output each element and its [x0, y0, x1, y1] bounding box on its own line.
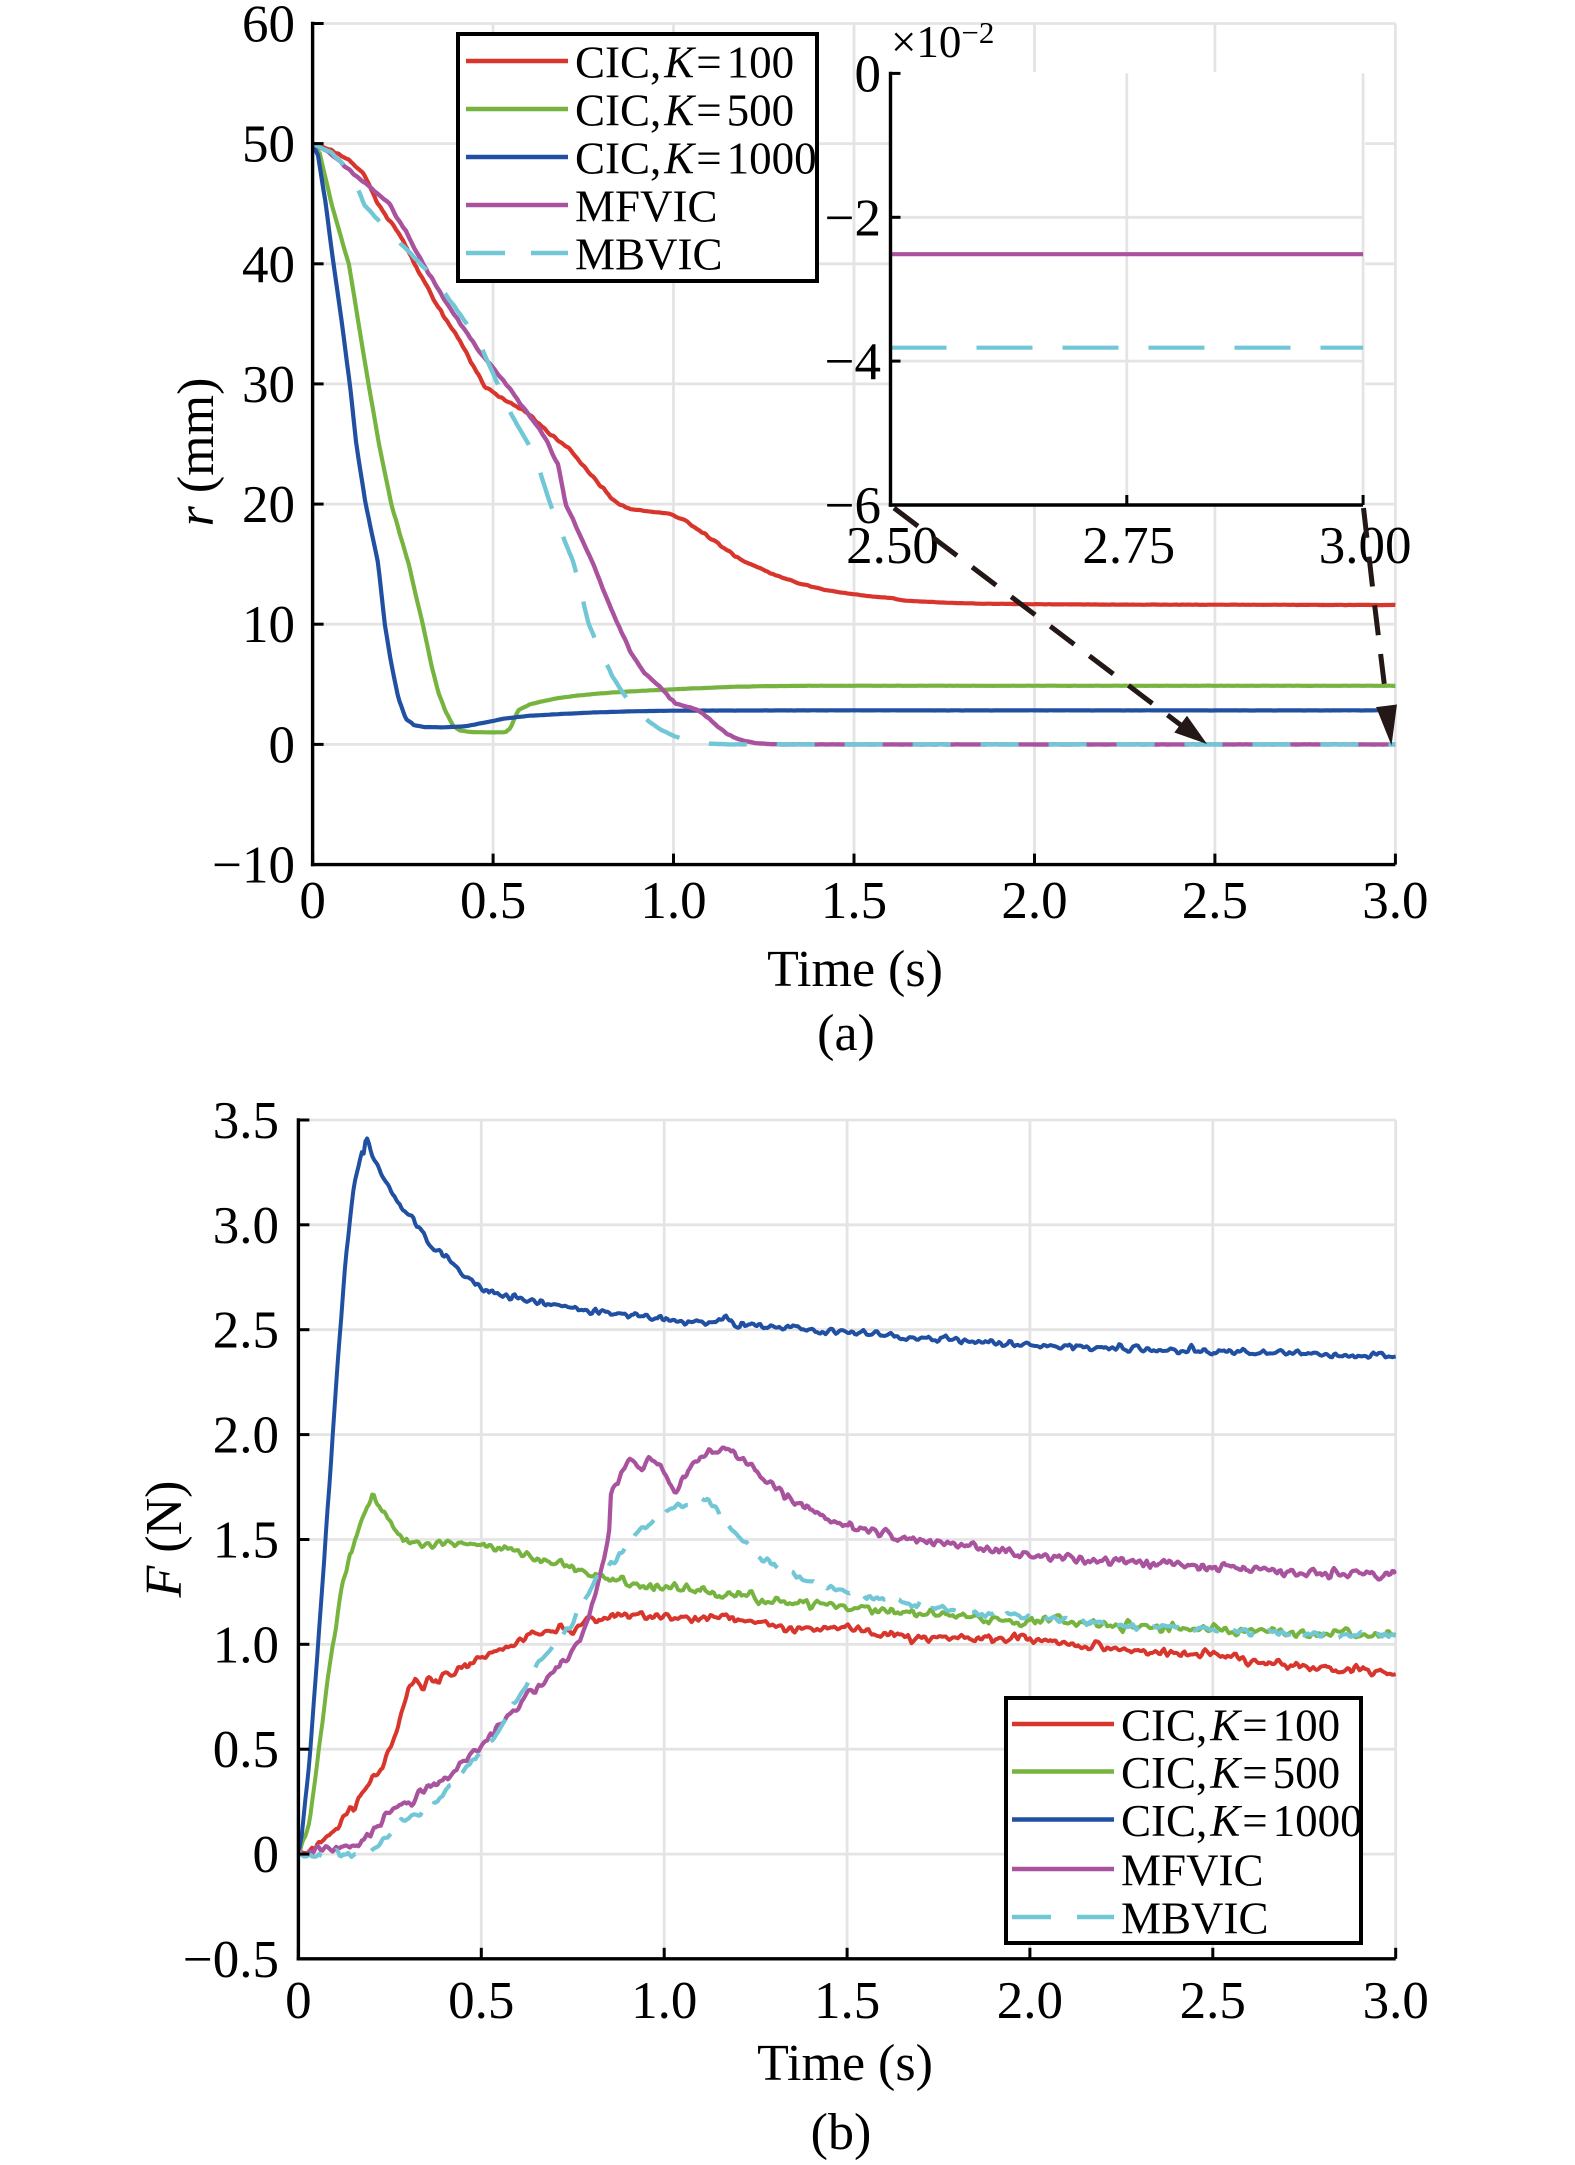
- svg-text:1.5: 1.5: [814, 1972, 880, 2030]
- svg-text:2.5: 2.5: [1182, 872, 1248, 930]
- svg-text:Time (s): Time (s): [757, 2035, 933, 2092]
- svg-text:CIC,K=1000: CIC,K= 1000: [575, 134, 817, 184]
- svg-text:MBVIC: MBVIC: [1121, 1894, 1269, 1944]
- svg-text:−6: −6: [825, 477, 881, 535]
- svg-text:1.5: 1.5: [821, 872, 887, 930]
- svg-text:2.75: 2.75: [1082, 517, 1175, 575]
- svg-text:30: 30: [242, 356, 295, 414]
- svg-text:r (mm): r (mm): [168, 378, 225, 527]
- svg-text:3.5: 3.5: [213, 1092, 279, 1150]
- svg-text:0.5: 0.5: [213, 1721, 279, 1779]
- svg-text:10: 10: [242, 596, 295, 654]
- svg-text:CIC,K=100: CIC,K= 100: [575, 38, 794, 88]
- svg-text:2.50: 2.50: [846, 517, 939, 575]
- svg-text:0.5: 0.5: [448, 1972, 514, 2030]
- svg-text:CIC,K=1000: CIC,K= 1000: [1121, 1796, 1363, 1846]
- svg-text:1.0: 1.0: [213, 1616, 279, 1674]
- svg-text:0: 0: [855, 45, 882, 103]
- svg-text:3.0: 3.0: [213, 1197, 279, 1255]
- svg-text:3.0: 3.0: [1363, 1972, 1429, 2030]
- svg-text:2.0: 2.0: [997, 1972, 1063, 2030]
- svg-text:60: 60: [242, 0, 295, 54]
- svg-text:1.0: 1.0: [640, 872, 706, 930]
- svg-text:MFVIC: MFVIC: [1121, 1846, 1264, 1896]
- svg-text:1.0: 1.0: [631, 1972, 697, 2030]
- svg-text:0: 0: [269, 716, 296, 774]
- svg-text:CIC,K=500: CIC,K= 500: [1121, 1748, 1340, 1798]
- svg-text:0.5: 0.5: [460, 872, 526, 930]
- svg-text:MBVIC: MBVIC: [575, 230, 723, 280]
- svg-text:3.0: 3.0: [1362, 872, 1428, 930]
- svg-text:20: 20: [242, 476, 295, 534]
- svg-text:0: 0: [285, 1972, 312, 2030]
- svg-text:(a): (a): [817, 1005, 875, 1062]
- svg-text:−10: −10: [212, 837, 295, 895]
- svg-text:0: 0: [253, 1826, 280, 1884]
- svg-text:−0.5: −0.5: [183, 1931, 279, 1989]
- svg-text:2.5: 2.5: [1180, 1972, 1246, 2030]
- svg-text:2.5: 2.5: [213, 1302, 279, 1360]
- svg-text:−4: −4: [825, 333, 881, 391]
- svg-text:CIC,K=100: CIC,K= 100: [1121, 1701, 1340, 1751]
- svg-text:MFVIC: MFVIC: [575, 182, 718, 232]
- svg-text:2.0: 2.0: [213, 1407, 279, 1465]
- svg-text:1.5: 1.5: [213, 1512, 279, 1570]
- svg-text:50: 50: [242, 116, 295, 174]
- svg-text:Time (s): Time (s): [767, 941, 943, 998]
- svg-text:(b): (b): [811, 2104, 872, 2161]
- svg-text:2.0: 2.0: [1001, 872, 1067, 930]
- svg-text:F (N): F (N): [136, 1481, 193, 1599]
- svg-text:40: 40: [242, 236, 295, 294]
- svg-text:−2: −2: [825, 189, 881, 247]
- svg-text:CIC,K=500: CIC,K= 500: [575, 86, 794, 136]
- svg-text:0: 0: [299, 872, 326, 930]
